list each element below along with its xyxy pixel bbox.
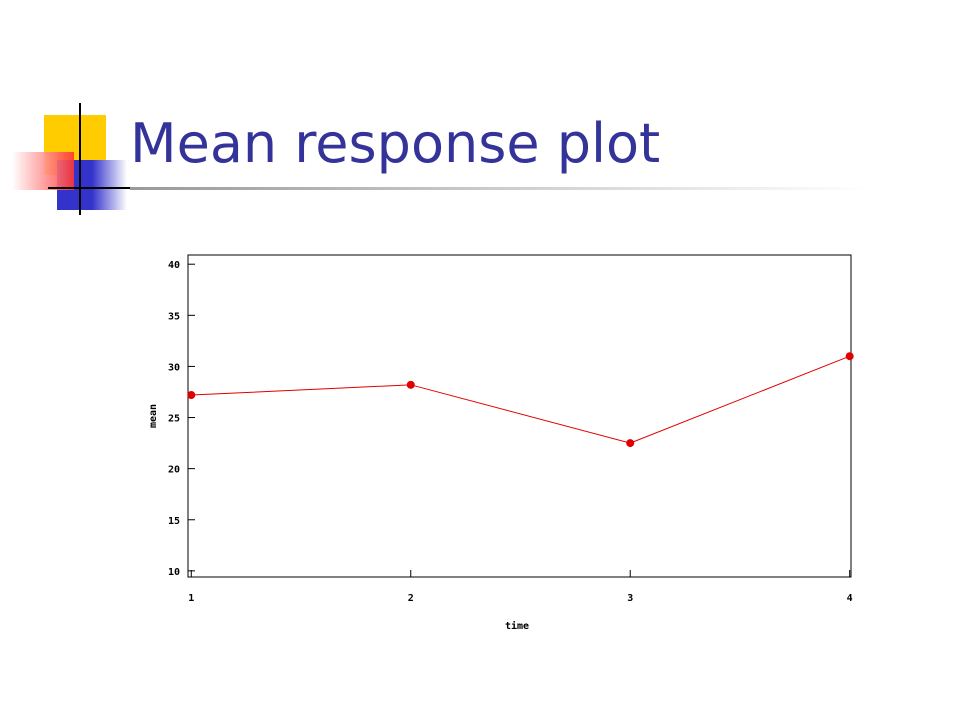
x-tick-label: 1 <box>188 593 194 604</box>
decor-square <box>12 152 74 190</box>
y-tick-label: 10 <box>168 567 180 578</box>
y-tick-label: 20 <box>168 465 180 476</box>
x-tick-label: 2 <box>408 593 414 604</box>
data-point <box>187 391 196 400</box>
plot-frame <box>187 254 852 578</box>
x-axis-label: time <box>505 620 529 632</box>
x-tick-label: 3 <box>627 593 633 604</box>
data-point <box>845 352 854 361</box>
x-tick-label: 4 <box>847 593 853 604</box>
data-point <box>406 380 415 389</box>
y-tick-label: 35 <box>168 311 180 322</box>
y-tick-label: 15 <box>168 516 180 527</box>
y-axis-label: mean <box>148 404 159 428</box>
y-tick-label: 40 <box>168 260 180 271</box>
y-tick-label: 25 <box>168 414 180 425</box>
slide-title: Mean response plot <box>130 112 661 175</box>
y-tick-label: 30 <box>168 362 180 373</box>
data-point <box>626 439 635 448</box>
series-line <box>191 355 850 444</box>
title-rule <box>130 187 870 190</box>
